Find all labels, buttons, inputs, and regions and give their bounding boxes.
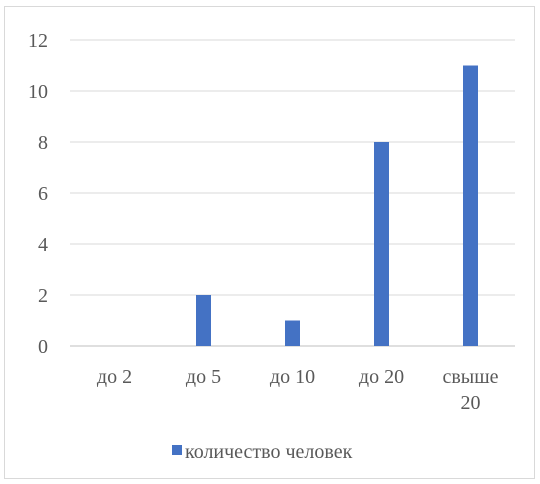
chart-frame: [4, 6, 535, 479]
y-tick-label: 2: [38, 285, 48, 307]
legend: количество человек: [172, 441, 353, 463]
x-tick-label: до 20: [359, 366, 404, 388]
y-tick-label: 8: [38, 132, 48, 154]
gridlines: [70, 39, 515, 347]
x-tick-label: свыше 20: [442, 366, 498, 414]
bar: [374, 142, 389, 346]
bar: [463, 65, 478, 346]
x-tick-label: до 5: [186, 366, 221, 388]
y-tick-label: 0: [38, 336, 48, 358]
y-tick-label: 12: [28, 30, 48, 52]
y-tick-label: 10: [28, 81, 48, 103]
bar: [196, 295, 211, 346]
bars: [196, 65, 478, 346]
y-tick-label: 4: [38, 234, 48, 256]
y-axis-ticks: 0 2 4 6 8 10 12: [28, 30, 48, 358]
y-tick-label: 6: [38, 183, 48, 205]
legend-swatch: [172, 445, 182, 455]
x-tick-label: до 10: [270, 366, 315, 388]
bar: [285, 320, 300, 346]
legend-label: количество человек: [185, 441, 353, 463]
x-axis-ticks: до 2 до 5 до 10 до 20 свыше 20: [97, 366, 499, 414]
x-tick-label: до 2: [97, 366, 132, 388]
